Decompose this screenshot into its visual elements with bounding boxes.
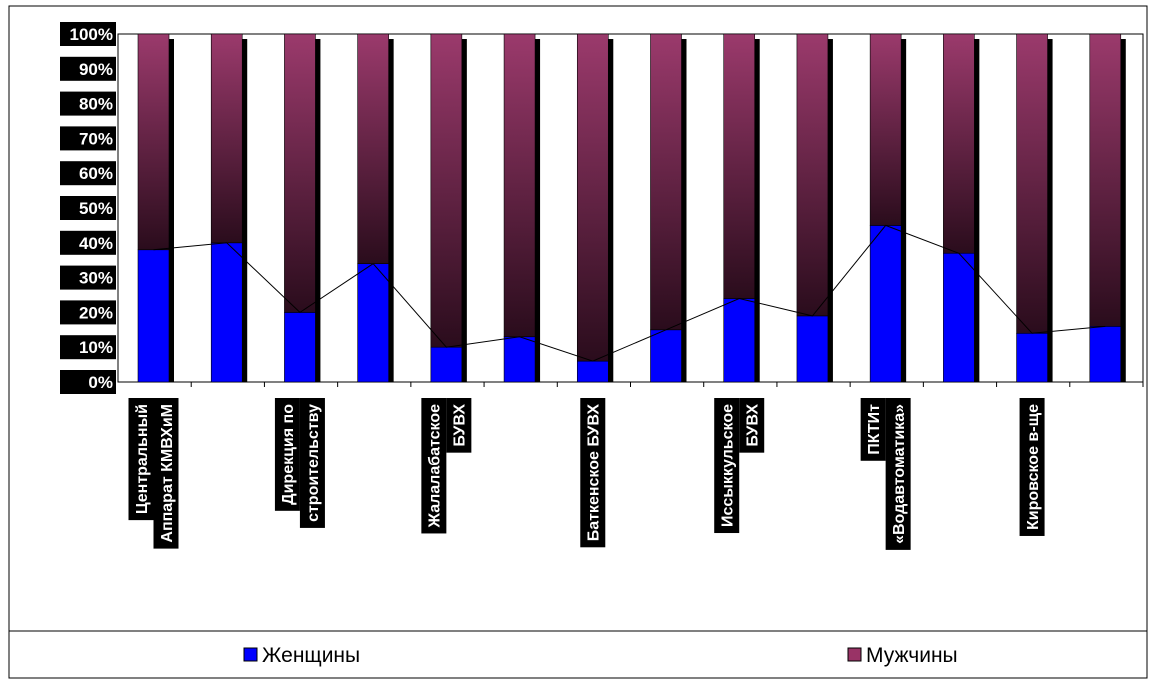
bar-men (650, 33, 682, 331)
x-label-box (714, 398, 740, 534)
legend: Женщины Мужчины (243, 644, 958, 667)
y-tick-box (60, 196, 116, 220)
y-tick-label: 90% (79, 60, 113, 79)
legend-item-men: Мужчины (847, 644, 958, 667)
x-category-label: Иссыккульское БУВХ (714, 398, 765, 534)
x-label-box (446, 398, 472, 453)
legend-swatch (243, 647, 258, 662)
bar-men (796, 33, 829, 317)
bar-women (137, 249, 170, 383)
y-tick-label: 30% (79, 269, 113, 288)
x-category-label: Центральный Аппарат КМВХиМ (128, 398, 179, 549)
bar-men (869, 33, 902, 226)
y-tick-box (60, 265, 116, 290)
bar-women (723, 298, 756, 383)
y-tick-box (60, 56, 116, 81)
y-tick-label: 100% (70, 25, 113, 44)
x-category-label-line: Дирекция по (280, 404, 297, 505)
y-tick-label: 20% (79, 303, 113, 322)
bar-women (357, 263, 389, 383)
y-tick-label: 70% (79, 129, 113, 148)
plot-area (117, 33, 1144, 383)
x-label-box (299, 398, 325, 528)
y-tick-box (60, 161, 116, 186)
bar-men (576, 33, 609, 362)
legend-label: Женщины (262, 644, 360, 667)
bar-men (357, 33, 389, 264)
legend-frame (8, 630, 1148, 679)
x-label-box (274, 398, 300, 511)
bar-men (723, 33, 756, 299)
bar-women (1089, 326, 1122, 383)
x-category-label-line: Кировское в-ще (1025, 404, 1042, 530)
x-category-label-line: БУВХ (452, 404, 469, 447)
y-tick-box (60, 91, 116, 116)
y-tick-box (60, 22, 116, 46)
y-tick-box (60, 370, 116, 394)
y-tick-label: 0% (88, 373, 113, 392)
series-line-women (153, 224, 1106, 362)
bar-women (210, 242, 243, 383)
x-category-label: Баткенское БУВХ (580, 398, 606, 548)
bar-men (284, 33, 316, 313)
bar-women (796, 315, 829, 383)
x-category-label-line: Аппарат КМВХиМ (159, 404, 176, 543)
x-label-box (885, 398, 911, 550)
x-label-box (421, 398, 447, 534)
x-label-box (860, 398, 886, 461)
y-tick-box (60, 335, 116, 360)
y-tick-box (60, 126, 116, 151)
x-label-box (153, 398, 179, 549)
y-tick-label: 50% (79, 199, 113, 218)
x-category-label-line: ПКТИт (866, 404, 883, 455)
y-tick-label: 60% (79, 164, 113, 183)
x-category-label-line: БУВХ (744, 404, 761, 447)
x-category-label: Кировское в-ще (1019, 398, 1045, 536)
x-category-label-line: Центральный (134, 404, 151, 514)
y-tick-label: 10% (79, 338, 113, 357)
bar-men (943, 33, 975, 254)
bar-women (1016, 332, 1048, 383)
x-category-label-line: «Водавтоматика» (891, 404, 908, 544)
y-tick-label: 80% (79, 95, 113, 114)
x-category-label-line: Баткенское БУВХ (586, 404, 603, 542)
bar-men (1089, 33, 1122, 327)
legend-swatch (847, 647, 862, 662)
x-category-label: ПКТИт «Водавтоматика» (860, 398, 911, 550)
legend-item-women: Женщины (243, 644, 360, 667)
y-tick-box (60, 300, 116, 325)
bar-women (503, 336, 536, 383)
x-label-box (1019, 398, 1045, 536)
y-tick-box (60, 230, 116, 255)
bar-men (1016, 33, 1048, 334)
x-category-label: Жалалабатское БУВХ (421, 398, 472, 534)
x-label-box (739, 398, 765, 453)
x-label-box (580, 398, 606, 548)
x-category-label: Дирекция по строительству (274, 398, 325, 528)
bar-women (284, 312, 316, 383)
y-axis: 0% 10% 20% 30% 40% 50% 60% 70% 80% 90% 100% (60, 22, 116, 394)
x-category-label-line: строительству (305, 404, 322, 522)
legend-label: Мужчины (866, 644, 958, 667)
x-category-label-line: Иссыккульское (719, 404, 736, 527)
bar-men (430, 33, 463, 348)
bar-women (430, 346, 463, 383)
bar-women (943, 252, 975, 383)
x-label-box (128, 398, 154, 521)
y-tick-label: 40% (79, 234, 113, 253)
bar-women (869, 225, 902, 383)
bar-men (503, 33, 536, 338)
bar-men (137, 33, 170, 251)
bar-men (210, 33, 243, 244)
bar-women (576, 360, 609, 383)
x-axis: Центральный Аппарат КМВХиМ Дирекция по стро… (128, 382, 1144, 550)
bar-women (650, 329, 682, 383)
x-category-label-line: Жалалабатское (427, 404, 444, 529)
